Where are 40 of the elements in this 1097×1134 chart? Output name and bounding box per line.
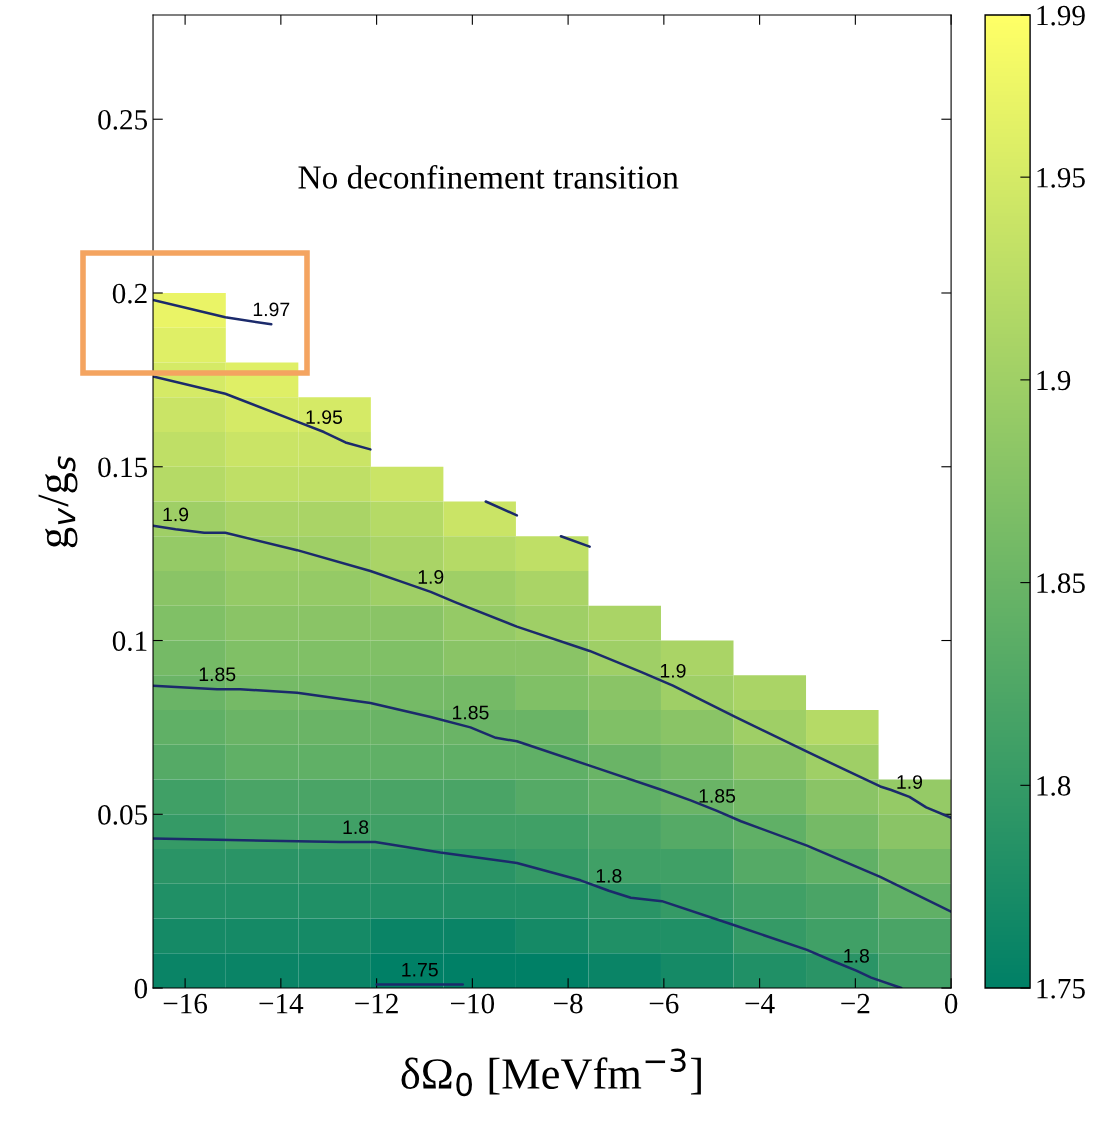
x-tick-label: −10 (451, 993, 495, 1014)
color-bar-label: 1.85 (1037, 573, 1085, 594)
color-bar-label: 1.75 (1037, 978, 1085, 999)
y-tick-label: 0.2 (112, 283, 147, 304)
color-bar-label: 1.8 (1037, 776, 1071, 796)
annotation: 1.97 (253, 302, 290, 317)
x-tick-label: −14 (259, 993, 304, 1014)
y-tick-label: 0 (134, 978, 148, 999)
annotation: No deconfinement transition (298, 164, 679, 189)
annotation: 1.95 (306, 410, 343, 424)
x-tick-label: −8 (554, 993, 583, 1014)
x-axis-title: δΩ$_{0}$ [MeVfm$^{−3}$] (401, 1048, 701, 1097)
annotation: 1.9 (897, 775, 923, 789)
x-tick-label: −4 (745, 993, 775, 1014)
annotation: 1.85 (199, 667, 236, 682)
color-bar-label: 1.9 (1037, 370, 1071, 391)
line-series (153, 837, 903, 989)
line-series (153, 684, 952, 913)
color-bar-label: 1.95 (1037, 167, 1085, 188)
x-tick-label: −12 (355, 993, 398, 1014)
x-tick-label: −6 (649, 993, 679, 1014)
x-tick-label: −2 (841, 993, 870, 1014)
y-tick-label: 0.15 (98, 457, 148, 478)
annotation: 1.9 (660, 663, 686, 678)
annotation: 1.85 (699, 789, 736, 803)
annotation: 1.9 (418, 570, 444, 584)
annotation: 1.8 (844, 948, 869, 963)
y-tick-label: 0.05 (98, 805, 148, 825)
y-tick-label: 0.1 (112, 631, 147, 652)
line-series (153, 524, 952, 820)
y-tick-label: 0.25 (98, 109, 148, 130)
color-bar-label: 1.99 (1037, 5, 1085, 26)
y-axis-title: g$_{v}$/g$_{s}$ (38, 456, 78, 548)
x-tick-label: 0 (944, 993, 958, 1014)
x-tick-label: −16 (163, 993, 208, 1014)
annotation: 1.85 (453, 705, 489, 720)
annotation: 1.8 (596, 868, 622, 883)
annotation: 1.8 (343, 820, 369, 835)
annotation: 1.9 (163, 507, 189, 522)
annotation: 1.75 (402, 963, 438, 977)
